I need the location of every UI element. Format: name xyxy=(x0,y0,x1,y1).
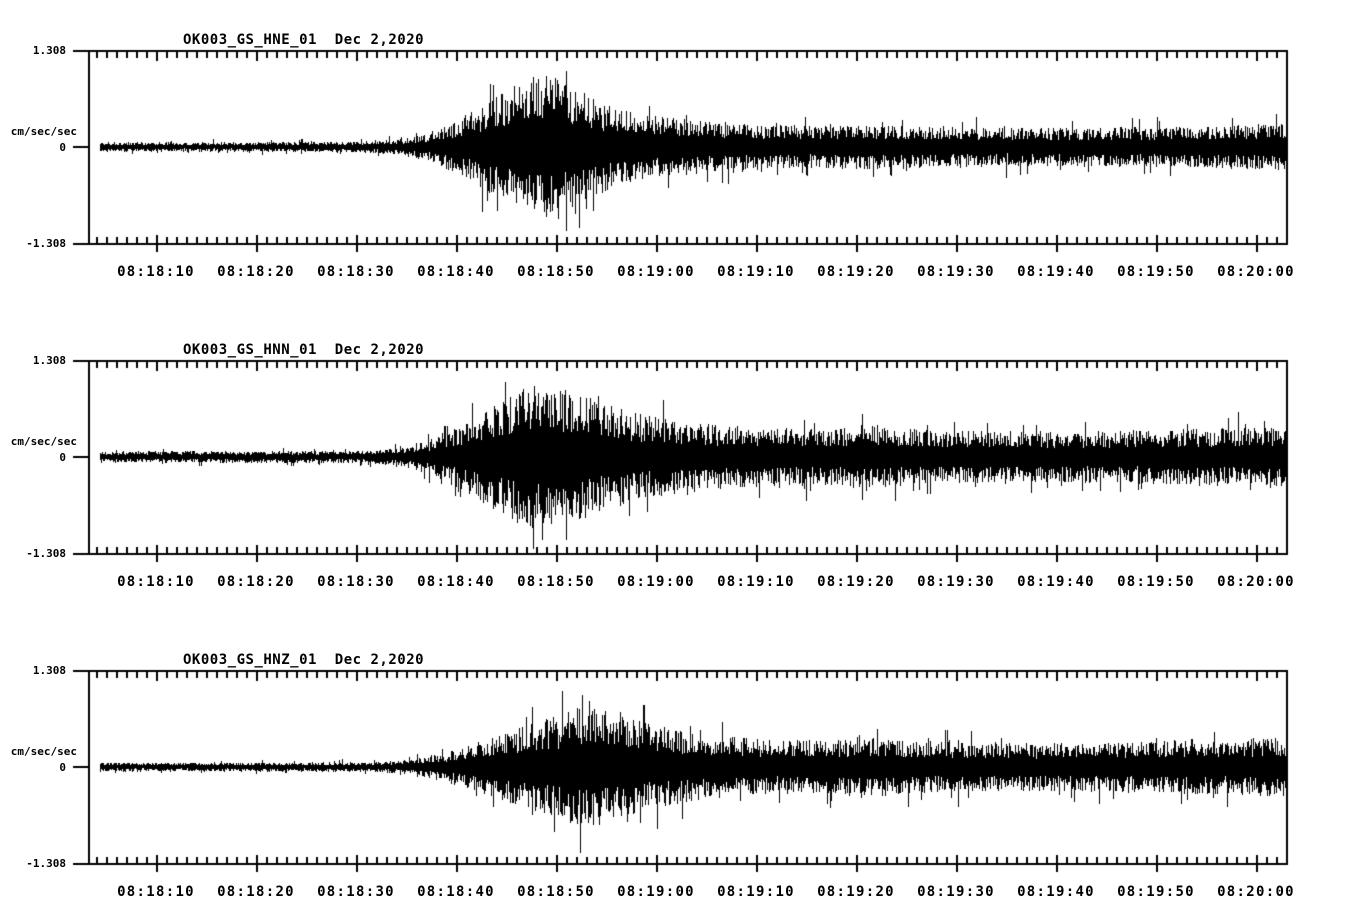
x-axis-tick-label: 08:19:30 xyxy=(917,574,995,590)
x-axis-tick-labels: 08:18:10 08:18:20 08:18:30 08:18:40 08:18:50… xyxy=(0,885,1358,903)
x-axis-tick-label: 08:19:50 xyxy=(1117,264,1195,280)
x-axis-tick-label: 08:18:40 xyxy=(417,884,495,900)
x-axis-tick-label: 08:18:20 xyxy=(217,574,295,590)
x-axis-tick-label: 08:18:40 xyxy=(417,574,495,590)
x-axis-tick-label: 08:19:00 xyxy=(617,574,695,590)
x-axis-tick-label: 08:18:20 xyxy=(217,884,295,900)
x-axis-tick-label: 08:19:10 xyxy=(717,264,795,280)
x-axis-tick-label: 08:19:10 xyxy=(717,884,795,900)
x-axis-tick-labels: 08:18:10 08:18:20 08:18:30 08:18:40 08:18:50… xyxy=(0,265,1358,283)
x-axis-tick-label: 08:18:10 xyxy=(117,574,195,590)
x-axis-tick-label: 08:18:50 xyxy=(517,884,595,900)
trace-title-hne: OK003_GS_HNE_01 Dec 2,2020 xyxy=(183,32,425,48)
seismogram-panel-hnn: OK003_GS_HNN_01 Dec 2,2020 1.308 cm/sec/… xyxy=(0,310,1358,610)
x-axis-tick-label: 08:20:00 xyxy=(1217,264,1295,280)
x-axis-tick-label: 08:18:50 xyxy=(517,574,595,590)
x-axis-tick-label: 08:18:10 xyxy=(117,884,195,900)
seismogram-canvas-hnz xyxy=(0,644,1358,876)
seismogram-canvas-hne xyxy=(0,24,1358,256)
x-axis-tick-label: 08:19:40 xyxy=(1017,264,1095,280)
x-axis-tick-label: 08:20:00 xyxy=(1217,574,1295,590)
trace-title-hnn: OK003_GS_HNN_01 Dec 2,2020 xyxy=(183,342,425,358)
x-axis-tick-label: 08:19:30 xyxy=(917,884,995,900)
x-axis-tick-labels: 08:18:10 08:18:20 08:18:30 08:18:40 08:18:50… xyxy=(0,575,1358,593)
x-axis-tick-label: 08:19:20 xyxy=(817,264,895,280)
x-axis-tick-label: 08:19:50 xyxy=(1117,884,1195,900)
x-axis-tick-label: 08:19:50 xyxy=(1117,574,1195,590)
x-axis-tick-label: 08:18:30 xyxy=(317,574,395,590)
x-axis-tick-label: 08:18:20 xyxy=(217,264,295,280)
x-axis-tick-label: 08:18:30 xyxy=(317,884,395,900)
x-axis-tick-label: 08:18:30 xyxy=(317,264,395,280)
x-axis-tick-label: 08:19:20 xyxy=(817,574,895,590)
trace-title-hnz: OK003_GS_HNZ_01 Dec 2,2020 xyxy=(183,652,425,668)
x-axis-tick-label: 08:19:40 xyxy=(1017,574,1095,590)
x-axis-tick-label: 08:20:00 xyxy=(1217,884,1295,900)
seismogram-panel-hnz: OK003_GS_HNZ_01 Dec 2,2020 1.308 cm/sec/… xyxy=(0,620,1358,920)
x-axis-tick-label: 08:19:20 xyxy=(817,884,895,900)
seismogram-panel-hne: OK003_GS_HNE_01 Dec 2,2020 1.308 cm/sec/… xyxy=(0,0,1358,300)
x-axis-tick-label: 08:19:30 xyxy=(917,264,995,280)
x-axis-tick-label: 08:18:10 xyxy=(117,264,195,280)
x-axis-tick-label: 08:19:10 xyxy=(717,574,795,590)
x-axis-tick-label: 08:18:40 xyxy=(417,264,495,280)
x-axis-tick-label: 08:18:50 xyxy=(517,264,595,280)
x-axis-tick-label: 08:19:00 xyxy=(617,264,695,280)
seismogram-canvas-hnn xyxy=(0,334,1358,566)
x-axis-tick-label: 08:19:40 xyxy=(1017,884,1095,900)
x-axis-tick-label: 08:19:00 xyxy=(617,884,695,900)
